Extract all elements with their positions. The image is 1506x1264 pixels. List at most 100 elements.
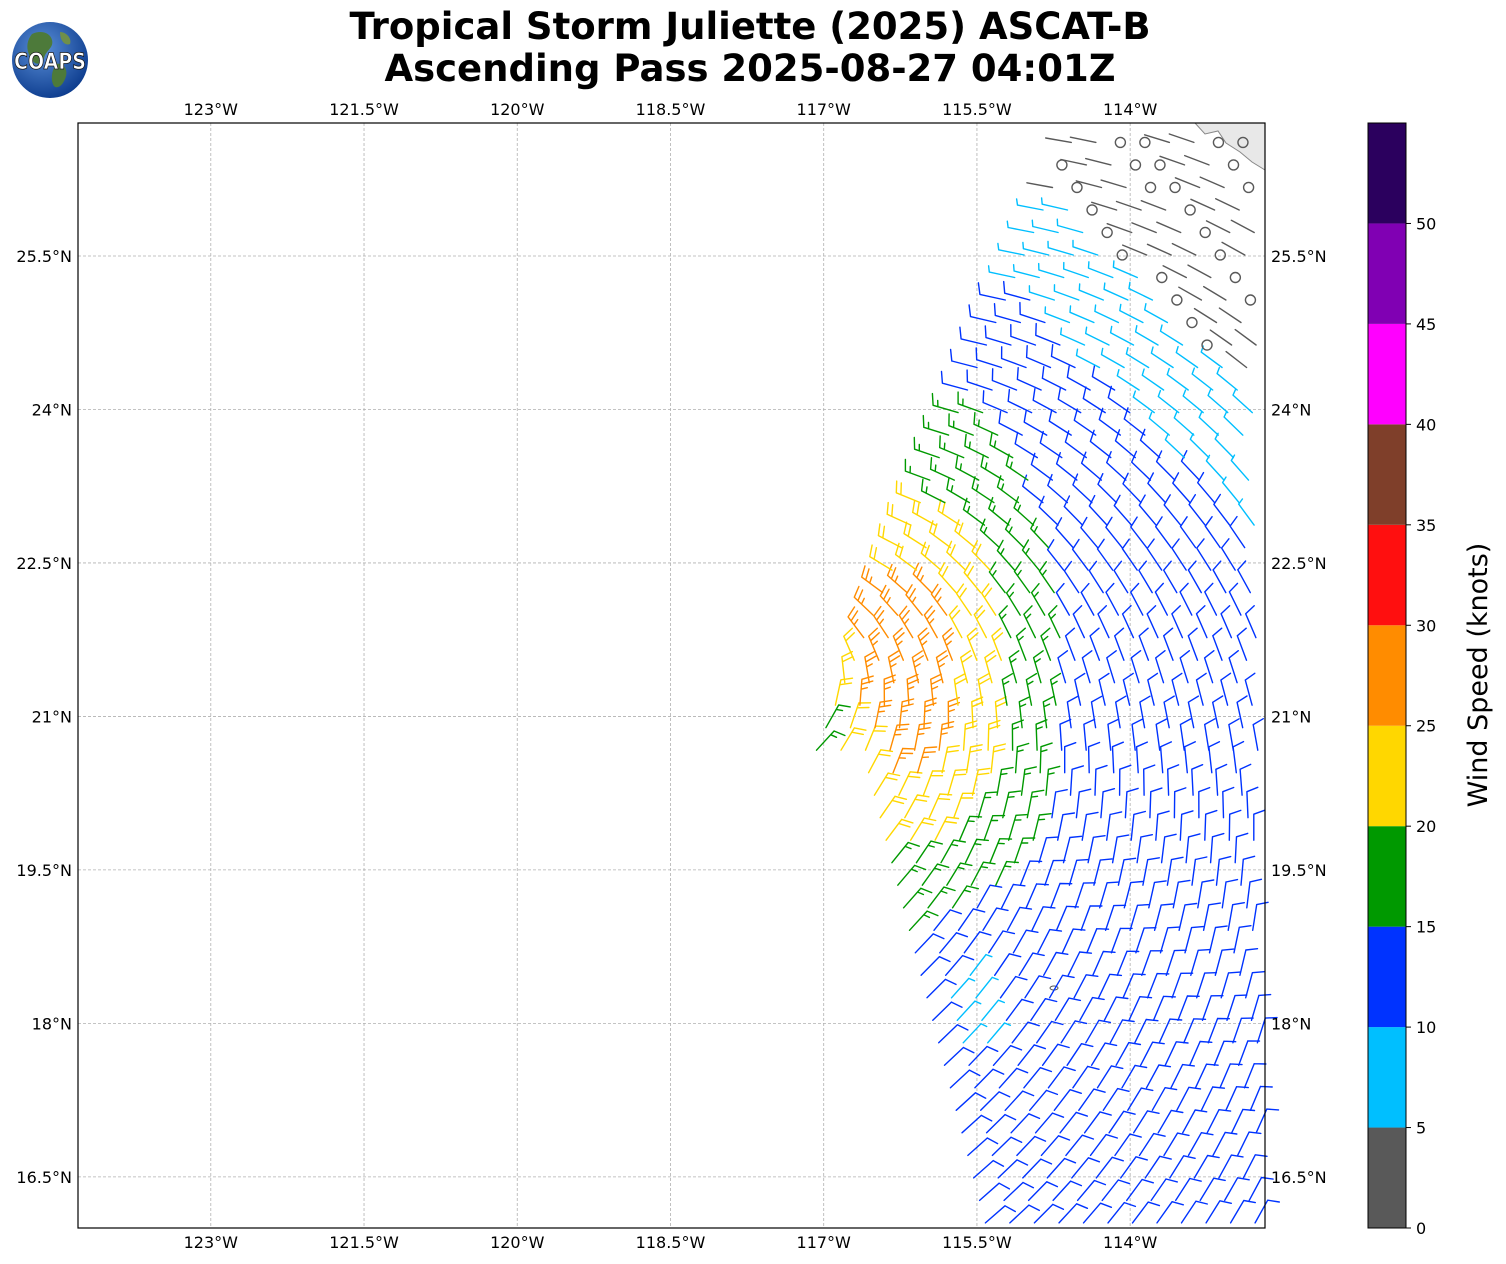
- colorbar-bin: [1368, 123, 1406, 224]
- wind-barb: [1090, 695, 1103, 729]
- wind-barb: [1008, 650, 1020, 684]
- colorbar-tick-label: 50: [1416, 214, 1436, 233]
- wind-barb: [939, 932, 969, 954]
- wind-barb: [1089, 627, 1101, 661]
- wind-barb: [1115, 200, 1142, 211]
- wind-barb: [1063, 560, 1080, 594]
- wind-barb: [1168, 133, 1195, 144]
- wind-barb: [966, 369, 993, 391]
- wind-barb: [1147, 472, 1167, 504]
- lat-tick-label-left: 21°N: [32, 707, 72, 726]
- wind-barb: [1138, 1132, 1166, 1157]
- lat-tick-label-left: 25.5°N: [16, 247, 72, 266]
- wind-barb: [1111, 741, 1124, 774]
- wind-barb: [996, 766, 1014, 796]
- wind-barb: [1212, 1131, 1238, 1157]
- wind-barb: [1094, 764, 1108, 796]
- wind-barb: [1082, 386, 1106, 414]
- wind-barb: [1105, 516, 1123, 549]
- wind-barb: [1171, 972, 1194, 999]
- lat-tick-label-left: 19.5°N: [16, 861, 72, 880]
- wind-barb: [1204, 516, 1221, 549]
- wind-barb: [1212, 695, 1224, 729]
- wind-barb: [1061, 928, 1086, 954]
- wind-barb: [1184, 154, 1210, 166]
- wind-barb: [1122, 244, 1148, 256]
- wind-barb: [1225, 350, 1248, 369]
- wind-barb: [1131, 450, 1152, 481]
- wind-barb: [1012, 264, 1040, 279]
- wind-barb: [920, 541, 942, 571]
- wind-barb: [1187, 1132, 1214, 1157]
- wind-barb: [1243, 1063, 1267, 1089]
- wind-barb: [1114, 627, 1125, 661]
- wind-barb: [1127, 1087, 1154, 1111]
- wind-barb: [1038, 495, 1059, 526]
- wind-barb: [1026, 182, 1054, 189]
- wind-barb: [923, 605, 938, 639]
- wind-barb: [1132, 390, 1155, 414]
- wind-barb: [1160, 833, 1177, 864]
- wind-barb: [1098, 407, 1121, 436]
- lon-tick-label-bottom: 120°W: [490, 1233, 545, 1252]
- wind-barb: [1156, 1201, 1184, 1224]
- wind-barb: [984, 1205, 1016, 1224]
- wind-barb: [1209, 329, 1233, 346]
- wind-barb: [955, 455, 980, 481]
- wind-barb: [1034, 1112, 1065, 1134]
- wind-barb: [1120, 1156, 1148, 1179]
- wind-barb: [982, 390, 1008, 414]
- wind-barb: [1173, 787, 1187, 819]
- wind-barb: [1234, 328, 1257, 346]
- wind-barb: [1207, 389, 1229, 414]
- wind-barb: [1025, 672, 1038, 706]
- wind-barb: [1057, 387, 1082, 414]
- wind-barb: [1224, 1177, 1250, 1202]
- wind-barb: [1089, 429, 1112, 459]
- wind-barb: [1088, 494, 1108, 526]
- wind-barb: [993, 303, 1021, 324]
- lon-tick-label-top: 114°W: [1103, 100, 1158, 119]
- lat-tick-label-right: 16.5°N: [1271, 1168, 1327, 1187]
- wind-barb: [1038, 561, 1055, 594]
- wind-barb: [1015, 198, 1044, 211]
- wind-barb: [1233, 925, 1252, 954]
- wind-barb: [1163, 1132, 1190, 1157]
- wind-barb: [908, 910, 939, 931]
- wind-barb: [1206, 1109, 1232, 1134]
- wind-barb: [964, 838, 989, 864]
- wind-barb: [1040, 1135, 1071, 1157]
- wind-barb: [1199, 1177, 1226, 1202]
- wind-barb: [1100, 347, 1125, 369]
- wind-barb: [948, 413, 974, 436]
- wind-barb-calm: [1169, 181, 1181, 194]
- wind-barb: [1164, 1041, 1189, 1066]
- wind-barb: [1088, 560, 1104, 594]
- wind-barb: [1189, 1040, 1213, 1066]
- wind-barb: [955, 1092, 987, 1111]
- wind-barb: [1169, 1155, 1196, 1179]
- wind-barb: [1092, 950, 1116, 976]
- wind-barb: [1149, 787, 1163, 819]
- wind-barb: [1214, 948, 1235, 976]
- wind-barb: [1146, 972, 1170, 999]
- wind-barb: [1069, 765, 1084, 796]
- wind-barb: [1179, 582, 1193, 616]
- wind-barb: [1155, 718, 1168, 751]
- wind-barb: [834, 677, 854, 706]
- wind-barb: [1112, 260, 1138, 279]
- wind-barb: [938, 562, 957, 594]
- wind-barb-calm: [1129, 159, 1142, 171]
- wind-barb: [1021, 539, 1040, 571]
- wind-barb: [1040, 197, 1069, 211]
- wind-barb: [1163, 560, 1178, 594]
- wind-barb: [1065, 1134, 1095, 1157]
- wind-barb: [1228, 582, 1242, 616]
- wind-barb: [1133, 1110, 1160, 1134]
- wind-barb: [1006, 906, 1033, 931]
- wind-barb: [968, 1045, 999, 1066]
- wind-barb: [1063, 495, 1084, 526]
- wind-barb: [977, 673, 990, 706]
- wind-barb: [1239, 948, 1259, 976]
- wind-barb: [1249, 1085, 1273, 1111]
